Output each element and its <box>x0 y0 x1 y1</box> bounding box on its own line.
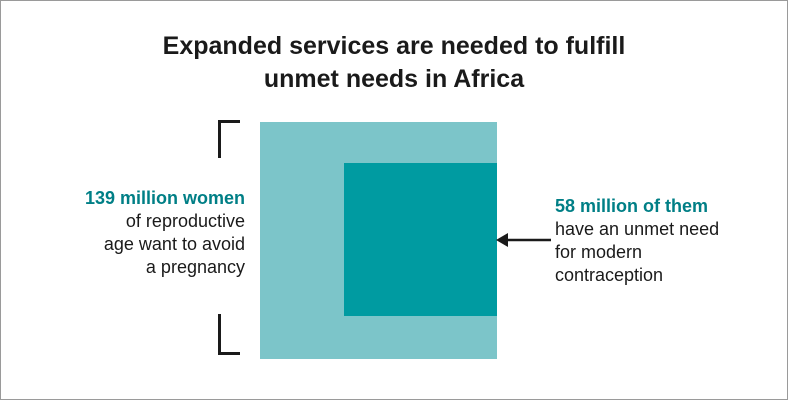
right-annotation-line-3: contraception <box>555 265 664 285</box>
left-arrow-icon <box>496 233 551 247</box>
left-annotation: 139 million women of reproductive age wa… <box>25 187 245 279</box>
left-annotation-line-1: of reproductive <box>125 211 245 231</box>
inner-square-58-million <box>344 163 497 316</box>
right-annotation-line-2: for modern <box>555 242 643 262</box>
left-annotation-line-2: age want to avoid <box>103 234 245 254</box>
figure-title: Expanded services are needed to fulfill … <box>0 30 788 96</box>
right-annotation-line-1: have an unmet need <box>555 219 720 239</box>
left-bracket-gap <box>214 158 226 314</box>
left-annotation-highlight: 139 million women <box>84 188 245 208</box>
right-annotation: 58 million of them have an unmet need fo… <box>555 195 775 287</box>
title-line-1: Expanded services are needed to fulfill <box>162 32 626 60</box>
left-annotation-line-3: a pregnancy <box>145 257 245 277</box>
right-annotation-highlight: 58 million of them <box>555 196 709 216</box>
title-line-2: unmet needs in Africa <box>263 65 525 93</box>
